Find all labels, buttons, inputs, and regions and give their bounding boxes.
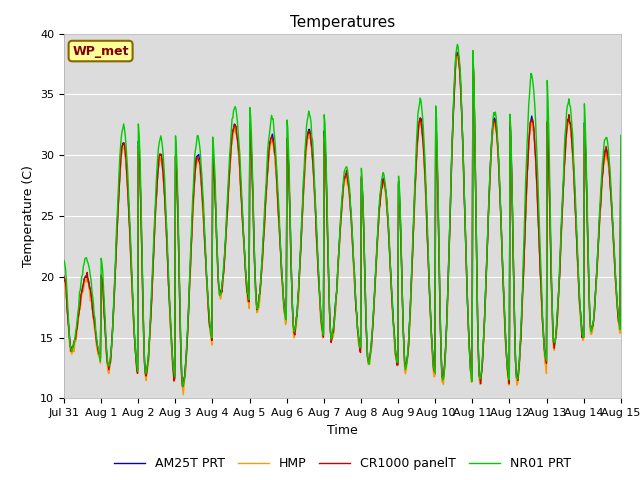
AM25T PRT: [60, 275, 68, 281]
CR1000 panelT: [454, 49, 462, 55]
AM25T PRT: [70, 340, 78, 346]
NR01 PRT: [185, 300, 193, 306]
CR1000 panelT: [185, 306, 193, 312]
Line: CR1000 panelT: CR1000 panelT: [64, 52, 621, 386]
CR1000 panelT: [214, 273, 222, 279]
AM25T PRT: [454, 49, 461, 55]
Y-axis label: Temperature (C): Temperature (C): [22, 165, 35, 267]
NR01 PRT: [454, 42, 461, 48]
NR01 PRT: [617, 132, 625, 138]
HMP: [411, 195, 419, 201]
HMP: [185, 308, 193, 313]
CR1000 panelT: [127, 267, 135, 273]
NR01 PRT: [60, 258, 68, 264]
AM25T PRT: [214, 275, 222, 280]
Line: NR01 PRT: NR01 PRT: [64, 45, 621, 387]
CR1000 panelT: [70, 338, 78, 344]
NR01 PRT: [411, 180, 419, 186]
HMP: [214, 275, 222, 280]
Title: Temperatures: Temperatures: [290, 15, 395, 30]
NR01 PRT: [179, 384, 186, 390]
Line: AM25T PRT: AM25T PRT: [64, 52, 621, 385]
Text: WP_met: WP_met: [72, 45, 129, 58]
HMP: [454, 54, 461, 60]
NR01 PRT: [428, 326, 435, 332]
AM25T PRT: [428, 324, 435, 330]
AM25T PRT: [617, 145, 625, 151]
NR01 PRT: [127, 258, 135, 264]
HMP: [70, 349, 78, 355]
HMP: [617, 146, 625, 152]
CR1000 panelT: [617, 149, 625, 155]
AM25T PRT: [185, 305, 193, 311]
X-axis label: Time: Time: [327, 424, 358, 437]
AM25T PRT: [179, 382, 187, 388]
Legend: AM25T PRT, HMP, CR1000 panelT, NR01 PRT: AM25T PRT, HMP, CR1000 panelT, NR01 PRT: [109, 452, 576, 475]
Line: HMP: HMP: [64, 57, 621, 395]
HMP: [428, 327, 435, 333]
HMP: [179, 392, 187, 397]
AM25T PRT: [127, 268, 135, 274]
CR1000 panelT: [60, 273, 68, 279]
CR1000 panelT: [428, 324, 435, 330]
AM25T PRT: [411, 192, 419, 198]
NR01 PRT: [214, 271, 222, 277]
CR1000 panelT: [411, 187, 419, 193]
NR01 PRT: [70, 342, 78, 348]
HMP: [127, 275, 135, 281]
HMP: [60, 279, 68, 285]
CR1000 panelT: [179, 384, 186, 389]
